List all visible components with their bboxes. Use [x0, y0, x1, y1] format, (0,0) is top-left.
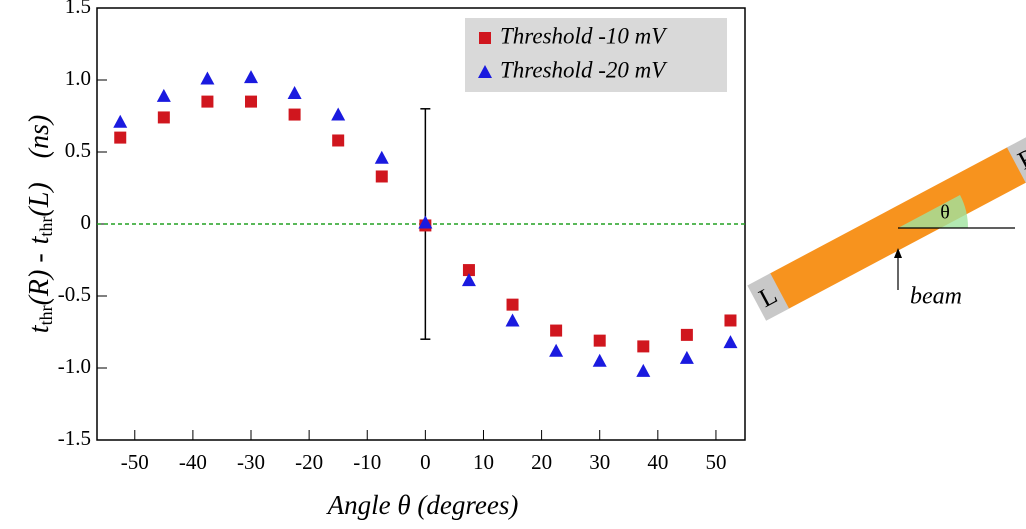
point: [479, 32, 491, 44]
point: [418, 215, 433, 229]
point: [461, 273, 476, 287]
point: [375, 170, 388, 183]
diagram: L R θ beam: [747, 135, 1026, 321]
point: [636, 363, 651, 377]
x-tick-label: 30: [589, 450, 610, 474]
y-label-part: t: [24, 235, 55, 244]
y-label-part: t: [24, 324, 55, 333]
x-tick-label: -50: [121, 450, 149, 474]
legend-box: [465, 18, 727, 92]
point: [157, 111, 170, 124]
legend-label: Threshold -20 mV: [500, 57, 668, 82]
point: [679, 350, 694, 364]
x-tick-label: -10: [353, 450, 381, 474]
point: [374, 150, 389, 164]
y-label-part: (R) -: [24, 246, 55, 305]
y-label-part: thr: [36, 217, 56, 237]
point: [637, 340, 650, 353]
point: [331, 107, 346, 121]
x-tick-label: 40: [647, 450, 668, 474]
point: [156, 88, 171, 102]
point: [680, 328, 693, 341]
legend-label: Threshold -10 mV: [500, 23, 668, 48]
y-tick-label: 1.5: [65, 0, 91, 18]
angle-label: θ: [940, 202, 950, 224]
x-tick-label: -40: [179, 450, 207, 474]
angle-wedge: [898, 195, 969, 228]
y-tick-label: -1.0: [58, 354, 91, 378]
y-tick-label: 0: [81, 210, 92, 234]
point: [201, 95, 214, 108]
x-axis-label: Angle θ (degrees): [326, 490, 519, 520]
end-cap: [747, 273, 790, 321]
y-tick-label: -1.5: [58, 426, 91, 450]
point: [506, 298, 519, 311]
point: [724, 314, 737, 327]
point: [505, 313, 520, 327]
x-tick-label: 50: [705, 450, 726, 474]
y-label-part: (ns): [24, 115, 55, 159]
point: [550, 324, 563, 337]
point: [332, 134, 345, 147]
point: [592, 353, 607, 367]
point: [244, 70, 259, 84]
beam-label: beam: [910, 284, 962, 310]
point: [200, 71, 215, 85]
y-tick-label: -0.5: [58, 282, 91, 306]
y-axis-label: tthr(R) - tthr(L)(ns): [24, 115, 56, 333]
y-label-part: (L): [24, 182, 55, 216]
y-label-part: thr: [36, 305, 56, 325]
y-tick-label: 1.0: [65, 66, 91, 90]
x-tick-label: -20: [295, 450, 323, 474]
point: [288, 108, 301, 121]
arrow-head: [894, 248, 902, 258]
point: [478, 65, 492, 78]
x-tick-label: 0: [420, 450, 431, 474]
point: [245, 95, 258, 108]
y-tick-label: 0.5: [65, 138, 91, 162]
x-tick-label: 20: [531, 450, 552, 474]
point: [114, 131, 127, 144]
point: [287, 85, 302, 99]
x-tick-label: 10: [473, 450, 494, 474]
x-tick-label: -30: [237, 450, 265, 474]
point: [113, 114, 128, 128]
point: [723, 335, 738, 349]
end-cap: [1006, 135, 1026, 183]
point: [462, 264, 475, 277]
point: [549, 343, 564, 357]
point: [593, 334, 606, 347]
